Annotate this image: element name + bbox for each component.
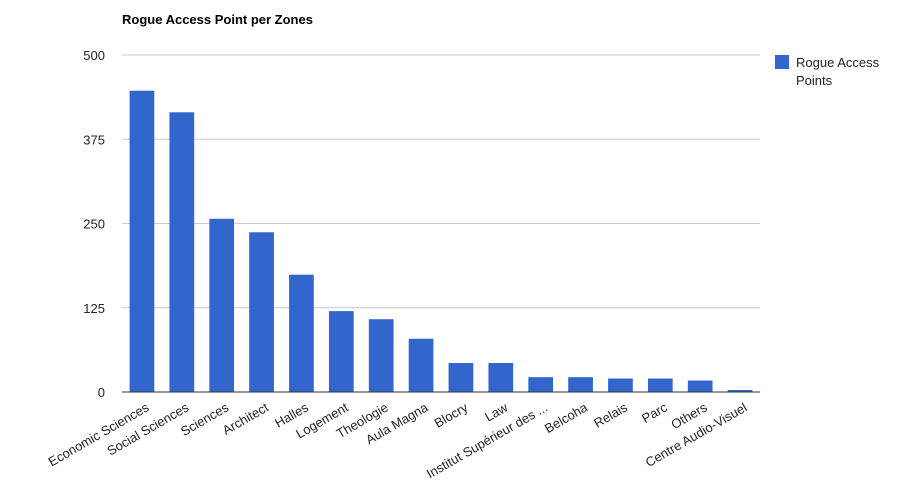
legend-label: Rogue Access Points bbox=[796, 55, 880, 88]
bar bbox=[289, 274, 314, 392]
x-tick-label: Blocry bbox=[432, 399, 471, 430]
bar bbox=[368, 319, 394, 392]
x-tick-label: Architect bbox=[220, 399, 272, 437]
legend-swatch bbox=[775, 55, 789, 69]
bar bbox=[209, 218, 235, 392]
bar bbox=[129, 90, 155, 393]
x-tick-label: Relais bbox=[591, 399, 630, 430]
x-tick-label: Parc bbox=[639, 399, 670, 426]
y-tick-label: 250 bbox=[83, 217, 105, 232]
bar bbox=[568, 377, 593, 392]
y-axis-ticks: 0 125 250 375 500 bbox=[83, 48, 105, 400]
y-tick-label: 500 bbox=[83, 48, 105, 63]
y-tick-label: 0 bbox=[98, 385, 105, 400]
bar bbox=[488, 363, 514, 392]
bars bbox=[129, 90, 753, 393]
bar bbox=[448, 363, 474, 392]
bar bbox=[608, 378, 633, 392]
bar bbox=[647, 378, 673, 392]
bar bbox=[169, 112, 195, 392]
bar bbox=[727, 389, 753, 392]
legend: Rogue Access Points bbox=[775, 54, 893, 90]
x-tick-label: Belcoha bbox=[542, 399, 591, 436]
y-tick-label: 375 bbox=[83, 132, 105, 147]
chart-title: Rogue Access Point per Zones bbox=[122, 12, 313, 27]
y-tick-label: 125 bbox=[83, 301, 105, 316]
bar bbox=[249, 232, 274, 392]
bar bbox=[408, 338, 434, 392]
bar bbox=[328, 311, 354, 392]
bar bbox=[687, 380, 713, 392]
bar bbox=[528, 377, 554, 392]
